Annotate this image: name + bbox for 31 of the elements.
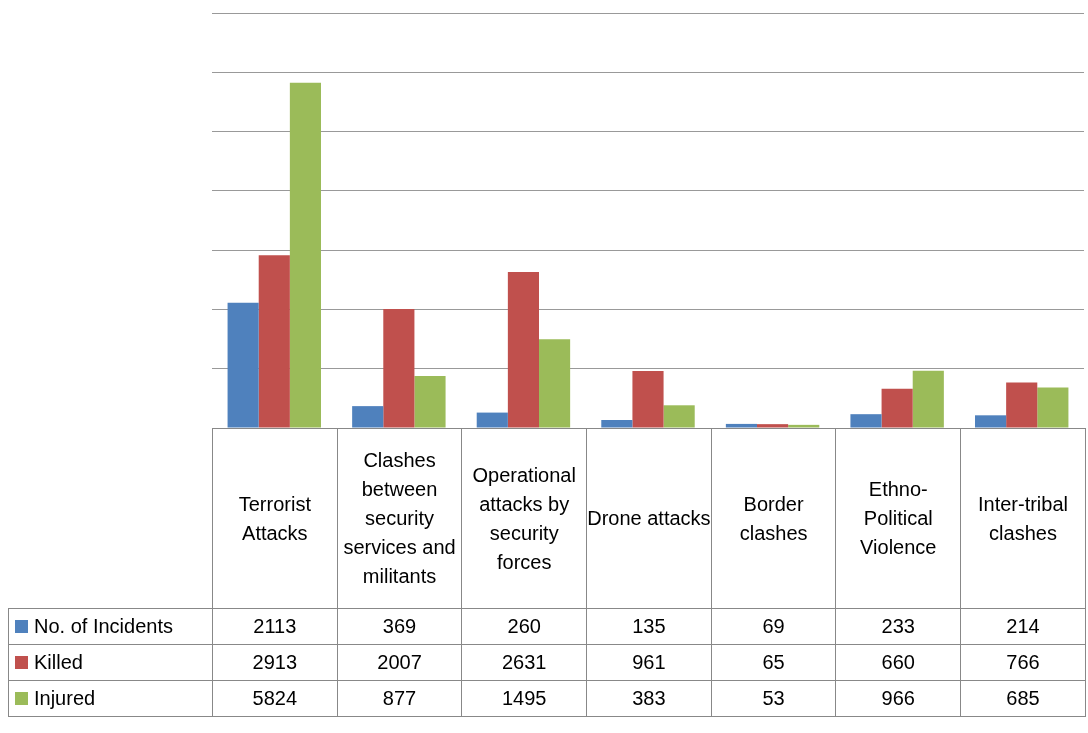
legend-label: No. of Incidents (34, 615, 173, 637)
data-label: 53 (711, 680, 836, 717)
data-label: 260 (461, 608, 587, 645)
data-label: 2007 (337, 644, 462, 681)
data-label: 383 (586, 680, 712, 717)
data-label: 214 (960, 608, 1086, 645)
data-label: 2913 (212, 644, 338, 681)
x-tick-label: Border clashes (711, 428, 836, 609)
data-label: 660 (835, 644, 961, 681)
x-tick-label: Ethno-Political Violence (835, 428, 961, 609)
data-label: 966 (835, 680, 961, 717)
data-label: 2113 (212, 608, 338, 645)
data-label: 233 (835, 608, 961, 645)
data-label: 766 (960, 644, 1086, 681)
data-label: 369 (337, 608, 462, 645)
x-tick-label: Terrorist Attacks (212, 428, 338, 609)
legend-label: Killed (34, 651, 83, 673)
data-label: 5824 (212, 680, 338, 717)
x-tick-label: Drone attacks (586, 428, 712, 609)
data-label: 135 (586, 608, 712, 645)
data-label: 69 (711, 608, 836, 645)
data-label: 1495 (461, 680, 587, 717)
data-label: 961 (586, 644, 712, 681)
data-label: 685 (960, 680, 1086, 717)
data-label: 2631 (461, 644, 587, 681)
data-label: 65 (711, 644, 836, 681)
x-tick-label: Clashes between security services and militants (337, 428, 462, 609)
legend-label: Injured (34, 687, 96, 709)
data-label: 877 (337, 680, 462, 717)
x-tick-label: Operational attacks by security forces (461, 428, 587, 609)
x-tick-label: Inter-tribal clashes (960, 428, 1086, 609)
